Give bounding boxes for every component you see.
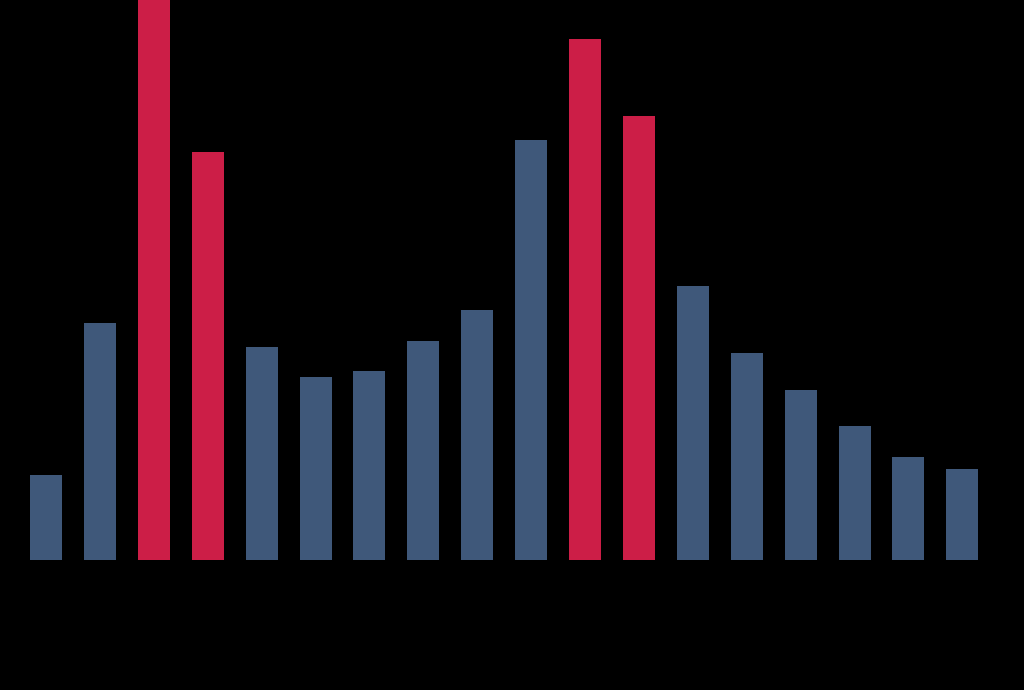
bar-chart	[0, 0, 1024, 690]
bar-12	[677, 286, 709, 560]
bar-1	[84, 323, 116, 560]
bar-10	[569, 39, 601, 560]
bar-15	[839, 426, 871, 560]
bar-8	[461, 310, 493, 560]
bar-3	[192, 152, 224, 560]
bar-0	[30, 475, 62, 560]
bar-5	[300, 377, 332, 560]
bar-2	[138, 0, 170, 560]
bar-13	[731, 353, 763, 560]
bar-6	[353, 371, 385, 560]
bar-9	[515, 140, 547, 560]
bar-17	[946, 469, 978, 560]
bar-11	[623, 116, 655, 560]
bar-14	[785, 390, 817, 560]
bar-16	[892, 457, 924, 560]
plot-area	[30, 0, 995, 560]
bar-7	[407, 341, 439, 560]
bar-4	[246, 347, 278, 560]
